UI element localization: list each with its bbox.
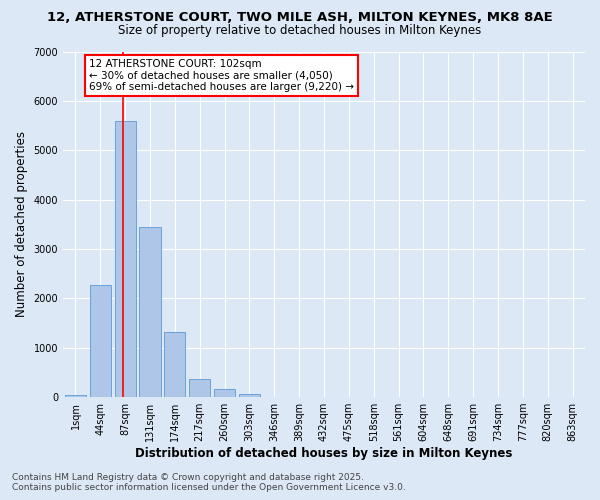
Bar bbox=[65, 394, 86, 397]
Bar bbox=[214, 389, 235, 397]
Bar bbox=[139, 227, 161, 397]
Text: 12 ATHERSTONE COURT: 102sqm
← 30% of detached houses are smaller (4,050)
69% of : 12 ATHERSTONE COURT: 102sqm ← 30% of det… bbox=[89, 59, 354, 92]
Y-axis label: Number of detached properties: Number of detached properties bbox=[15, 132, 28, 318]
X-axis label: Distribution of detached houses by size in Milton Keynes: Distribution of detached houses by size … bbox=[136, 447, 513, 460]
Bar bbox=[115, 120, 136, 397]
Text: 12, ATHERSTONE COURT, TWO MILE ASH, MILTON KEYNES, MK8 8AE: 12, ATHERSTONE COURT, TWO MILE ASH, MILT… bbox=[47, 11, 553, 24]
Bar bbox=[239, 394, 260, 397]
Bar bbox=[189, 379, 211, 397]
Text: Size of property relative to detached houses in Milton Keynes: Size of property relative to detached ho… bbox=[118, 24, 482, 37]
Text: Contains HM Land Registry data © Crown copyright and database right 2025.
Contai: Contains HM Land Registry data © Crown c… bbox=[12, 473, 406, 492]
Bar bbox=[164, 332, 185, 397]
Bar bbox=[90, 284, 111, 397]
